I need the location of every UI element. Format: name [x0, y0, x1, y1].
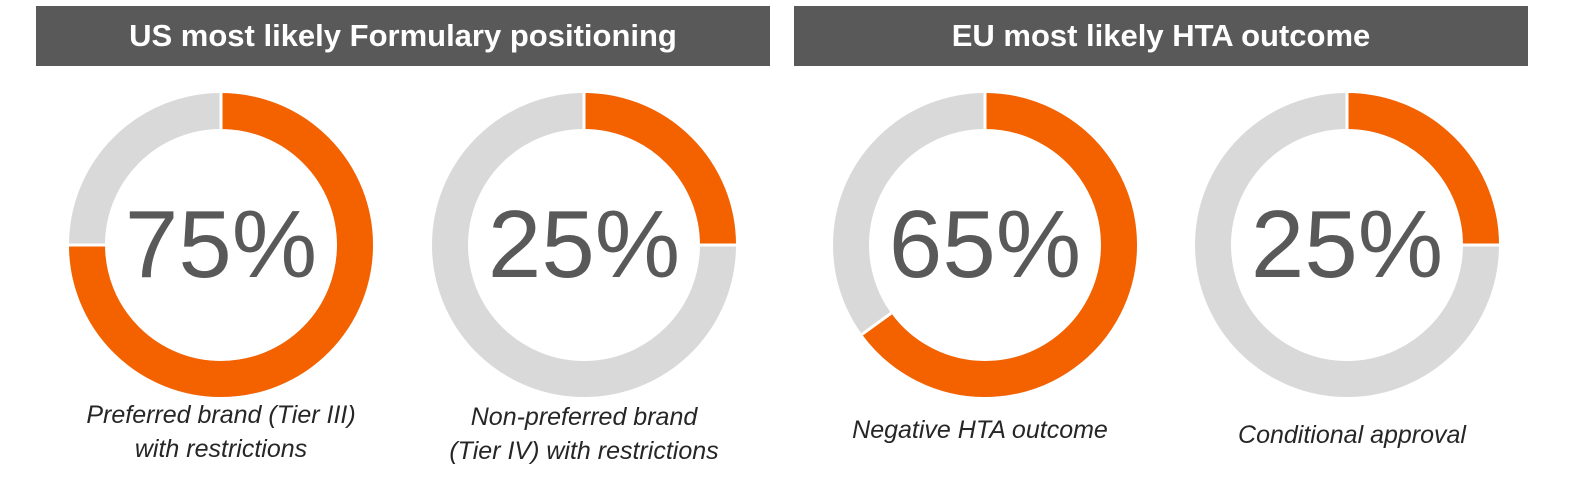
donut-chart-2: 25% [429, 90, 739, 400]
donut-2-label: Non-preferred brand (Tier IV) with restr… [404, 400, 764, 468]
donut-4-label: Conditional approval [1172, 418, 1532, 452]
donut-chart-4: 25% [1192, 90, 1502, 400]
donut-2-value: 25% [487, 191, 681, 298]
us-section-header: US most likely Formulary positioning [36, 6, 770, 66]
donut-chart-1: 75% [66, 90, 376, 400]
donut-3-arc [862, 93, 1137, 397]
donut-4-value: 25% [1250, 191, 1444, 298]
donut-1-label-line-2: with restrictions [134, 435, 308, 463]
donut-1-svg [69, 93, 373, 397]
donut-3-value: 65% [888, 191, 1082, 298]
donut-1-value: 75% [124, 191, 318, 298]
donut-1-label-line-1: Preferred brand (Tier III) [86, 401, 356, 429]
donut-1-arc [69, 93, 373, 397]
donut-4-svg [1195, 93, 1499, 397]
donut-chart-3: 65% [830, 90, 1140, 400]
donut-4-arc [1346, 93, 1499, 246]
donut-3-label: Negative HTA outcome [800, 413, 1160, 447]
donut-2-arc [583, 93, 736, 246]
donut-2-label-line-1: Non-preferred brand [470, 403, 698, 431]
donut-2-label-line-2: (Tier IV) with restrictions [449, 437, 719, 465]
donut-3-label-line-1: Negative HTA outcome [852, 416, 1108, 444]
donut-3-svg [833, 93, 1137, 397]
donut-4-label-line-1: Conditional approval [1238, 421, 1466, 449]
eu-section-header: EU most likely HTA outcome [794, 6, 1528, 66]
donut-3-separator-2 [861, 311, 893, 336]
donut-1-label: Preferred brand (Tier III) with restrict… [41, 398, 401, 466]
donut-2-svg [432, 93, 736, 397]
